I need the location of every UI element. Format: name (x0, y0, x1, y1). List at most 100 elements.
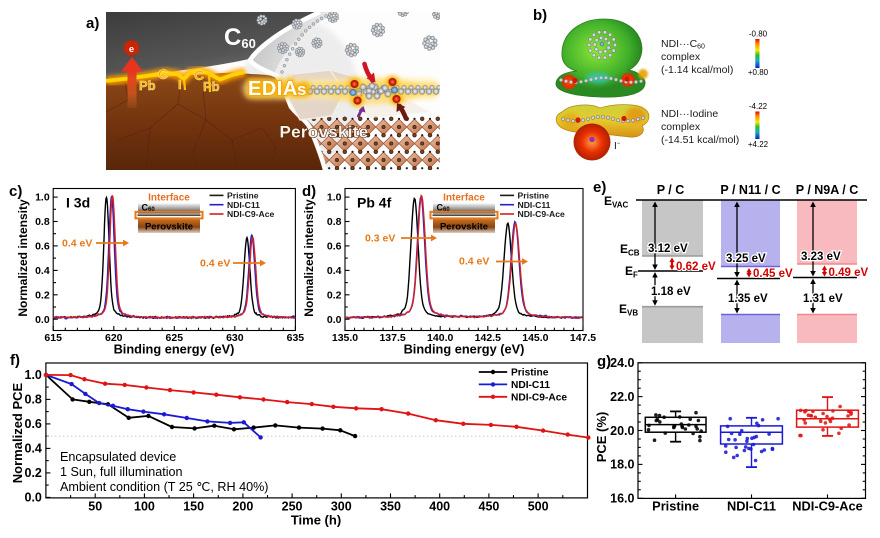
svg-text:350: 350 (380, 500, 401, 514)
svg-text:NDI-C11: NDI-C11 (727, 499, 776, 514)
svg-text:NDI-C9-Ace: NDI-C9-Ace (227, 209, 274, 219)
svg-text:s: s (297, 80, 306, 99)
svg-text:620: 620 (105, 332, 123, 344)
svg-text:140.0: 140.0 (427, 332, 453, 344)
svg-text:250: 250 (282, 500, 303, 514)
svg-text:0.4: 0.4 (25, 442, 42, 456)
svg-text:complex: complex (661, 51, 701, 63)
svg-text:NDI···Iodine: NDI···Iodine (661, 108, 718, 120)
svg-text:200: 200 (232, 500, 253, 514)
svg-text:0.49 eV: 0.49 eV (829, 267, 869, 279)
svg-text:P / N9A / C: P / N9A / C (796, 183, 859, 197)
svg-text:Pb: Pb (203, 79, 220, 94)
svg-text:(-1.14 kcal/mol): (-1.14 kcal/mol) (661, 64, 733, 76)
svg-text:0.0: 0.0 (327, 314, 342, 326)
svg-text:150: 150 (183, 500, 204, 514)
svg-text:e): e) (593, 179, 606, 196)
svg-text:e: e (129, 44, 134, 55)
svg-text:635: 635 (287, 332, 305, 344)
svg-text:-0.80: -0.80 (749, 30, 768, 39)
svg-text:147.5: 147.5 (570, 332, 596, 344)
svg-text:145.0: 145.0 (522, 332, 548, 344)
svg-text:Normalized intensity: Normalized intensity (16, 199, 30, 317)
svg-text:615: 615 (44, 332, 62, 344)
svg-text:Pristine: Pristine (518, 191, 550, 201)
svg-text:100: 100 (134, 500, 155, 514)
svg-text:0.8: 0.8 (327, 216, 342, 228)
svg-text:NDI···C60: NDI···C60 (661, 38, 705, 51)
svg-text:1.0: 1.0 (25, 368, 42, 382)
svg-text:complex: complex (661, 121, 701, 133)
svg-text:NDI-C11: NDI-C11 (518, 200, 551, 210)
svg-text:0.0: 0.0 (25, 491, 42, 505)
svg-text:Normalized intensity: Normalized intensity (302, 199, 316, 317)
svg-text:I−: I− (614, 141, 621, 152)
svg-text:1 Sun, full illumination: 1 Sun, full illumination (60, 465, 183, 479)
svg-text:NDI-C9-Ace: NDI-C9-Ace (792, 499, 862, 514)
svg-text:EDIAs: EDIAs (248, 78, 309, 100)
svg-text:3.25 eV: 3.25 eV (726, 253, 766, 265)
svg-text:I 3d: I 3d (66, 195, 90, 211)
svg-text:C: C (194, 67, 204, 83)
svg-text:142.5: 142.5 (475, 332, 501, 344)
svg-text:0.8: 0.8 (25, 393, 42, 407)
svg-text:300: 300 (331, 500, 352, 514)
svg-text:1.31 eV: 1.31 eV (803, 293, 843, 305)
svg-text:Perovskite: Perovskite (440, 221, 488, 232)
svg-text:(-14.51 kcal/mol): (-14.51 kcal/mol) (661, 134, 739, 146)
svg-text:P / N11 / C: P / N11 / C (720, 183, 780, 197)
svg-text:C: C (158, 66, 168, 82)
svg-text:Binding energy (eV): Binding energy (eV) (114, 342, 235, 357)
svg-text:-4.22: -4.22 (749, 102, 768, 111)
svg-text:C60: C60 (437, 202, 451, 213)
svg-text:Pb: Pb (139, 78, 156, 93)
svg-text:135.0: 135.0 (332, 332, 358, 344)
svg-text:3.23 eV: 3.23 eV (801, 251, 841, 263)
svg-text:24.0: 24.0 (610, 356, 634, 370)
svg-text:a): a) (86, 15, 99, 32)
svg-text:0.62 eV: 0.62 eV (676, 261, 716, 273)
svg-text:50: 50 (88, 500, 102, 514)
svg-text:Perovskite: Perovskite (280, 123, 369, 142)
svg-text:0.3 eV: 0.3 eV (365, 233, 395, 245)
svg-text:0.6: 0.6 (25, 417, 42, 431)
svg-text:18.0: 18.0 (610, 458, 634, 472)
svg-text:0.2: 0.2 (25, 466, 42, 480)
svg-text:400: 400 (429, 500, 450, 514)
svg-text:f): f) (10, 352, 20, 369)
svg-text:0.6: 0.6 (327, 241, 342, 253)
svg-text:625: 625 (166, 332, 184, 344)
svg-text:b): b) (533, 7, 547, 24)
svg-text:Interface: Interface (148, 193, 190, 204)
svg-text:Normalized PCE: Normalized PCE (10, 382, 25, 483)
svg-text:P / C: P / C (657, 183, 685, 197)
svg-text:0.4 eV: 0.4 eV (459, 256, 489, 268)
svg-text:Pristine: Pristine (511, 368, 549, 379)
svg-text:450: 450 (479, 500, 500, 514)
svg-text:Pb 4f: Pb 4f (357, 195, 392, 211)
svg-text:+4.22: +4.22 (748, 140, 769, 149)
svg-text:Ambient condition (T 25 ℃, RH: Ambient condition (T 25 ℃, RH 40%) (60, 480, 269, 494)
svg-text:22.0: 22.0 (610, 390, 634, 404)
svg-text:Interface: Interface (443, 193, 485, 204)
svg-text:C60: C60 (142, 202, 156, 213)
svg-text:+0.80: +0.80 (748, 68, 769, 77)
svg-text:I: I (178, 77, 182, 92)
svg-text:Perovskite: Perovskite (145, 221, 193, 232)
svg-text:1.35 eV: 1.35 eV (728, 293, 768, 305)
svg-text:0.45 eV: 0.45 eV (753, 268, 793, 280)
svg-text:630: 630 (226, 332, 244, 344)
svg-text:PCE (%): PCE (%) (594, 412, 609, 463)
svg-text:0.2: 0.2 (327, 289, 342, 301)
svg-text:d): d) (302, 183, 316, 200)
svg-text:0.4 eV: 0.4 eV (62, 238, 92, 250)
svg-text:Encapsulated device: Encapsulated device (60, 450, 176, 464)
svg-text:Pristine: Pristine (652, 499, 699, 514)
svg-text:0.4: 0.4 (327, 265, 342, 277)
svg-text:0.4: 0.4 (35, 265, 50, 277)
svg-text:EDIA: EDIA (248, 78, 298, 100)
svg-text:Binding energy (eV): Binding energy (eV) (404, 342, 525, 357)
svg-text:NDI-C9-Ace: NDI-C9-Ace (518, 209, 565, 219)
svg-text:1.18 eV: 1.18 eV (651, 286, 691, 298)
svg-text:Time (h): Time (h) (291, 513, 341, 528)
